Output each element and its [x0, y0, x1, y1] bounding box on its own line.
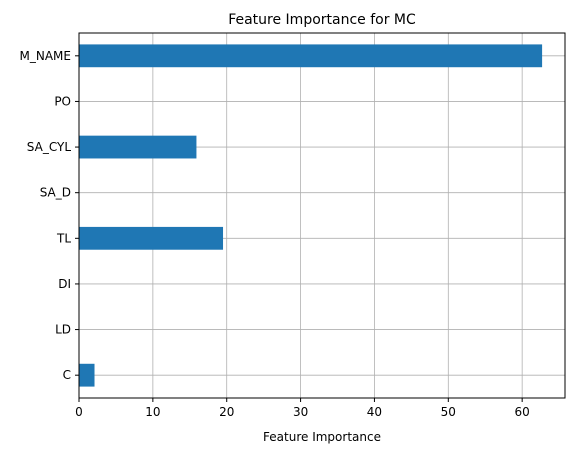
y-tick-label: M_NAME	[20, 49, 71, 63]
y-tick-label: C	[63, 368, 71, 382]
x-tick-label: 40	[367, 405, 382, 419]
bar	[79, 135, 197, 159]
bar	[79, 226, 224, 250]
plot-frame	[78, 32, 566, 399]
grid-lines	[78, 33, 565, 398]
x-tick-label: 50	[441, 405, 456, 419]
x-tick-label: 30	[293, 405, 308, 419]
y-axis-ticks: M_NAME PO SA_CYL SA_D TL DI LD C	[20, 49, 79, 382]
y-tick-label: TL	[56, 231, 71, 245]
bars	[79, 44, 543, 387]
x-axis-label: Feature Importance	[263, 430, 381, 444]
y-tick-label: SA_CYL	[27, 140, 72, 154]
bar	[79, 363, 95, 387]
x-axis-ticks: 0 10 20 30 40 50 60	[75, 398, 530, 419]
x-tick-label: 10	[145, 405, 160, 419]
y-tick-label: DI	[58, 277, 71, 291]
x-tick-label: 0	[75, 405, 83, 419]
y-tick-label: PO	[54, 94, 71, 108]
x-tick-label: 20	[219, 405, 234, 419]
x-tick-label: 60	[515, 405, 530, 419]
chart-title: Feature Importance for MC	[228, 12, 416, 28]
bar	[79, 44, 543, 68]
y-tick-label: LD	[55, 323, 71, 337]
y-tick-label: SA_D	[40, 186, 71, 200]
